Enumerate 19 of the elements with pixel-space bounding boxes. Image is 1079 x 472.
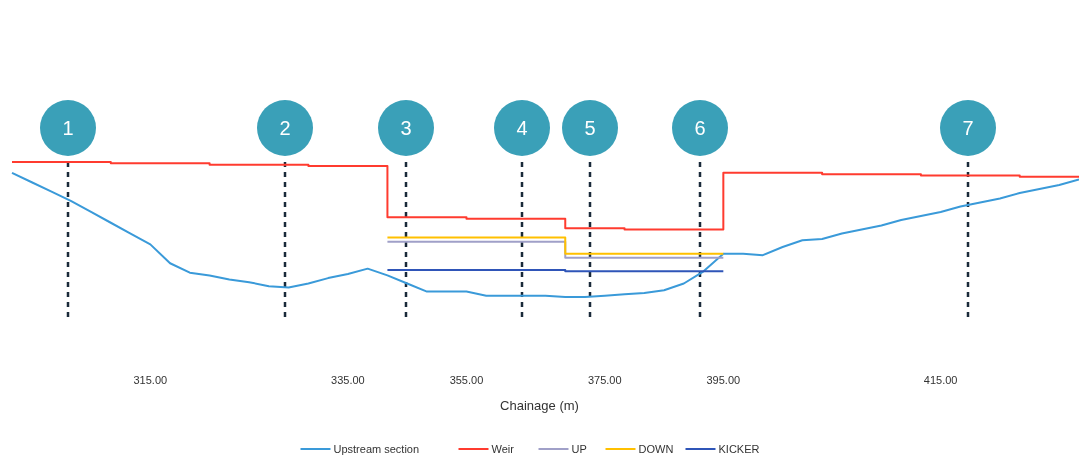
legend-label: DOWN [638,442,674,455]
text: 7 [962,117,974,139]
x-tick-label: 415.00 [923,374,958,386]
text: 2 [279,117,291,139]
text: 3 [400,117,412,139]
legend-label: Weir [491,442,515,455]
x-tick-label: 335.00 [331,374,365,386]
x-axis-title: Chainage (m) [500,398,579,413]
text: 6 [694,117,706,139]
x-tick-label: 355.00 [449,374,484,386]
text: 5 [584,117,596,139]
x-tick-label: 375.00 [587,374,622,386]
legend-label: UP [571,442,587,455]
legend-label: Upstream section [333,442,420,455]
text: 1 [62,117,74,139]
x-tick-label: 395.00 [706,374,741,386]
text: 4 [516,117,528,139]
x-tick-label: 315.00 [133,374,168,386]
legend-label: KICKER [718,442,760,455]
